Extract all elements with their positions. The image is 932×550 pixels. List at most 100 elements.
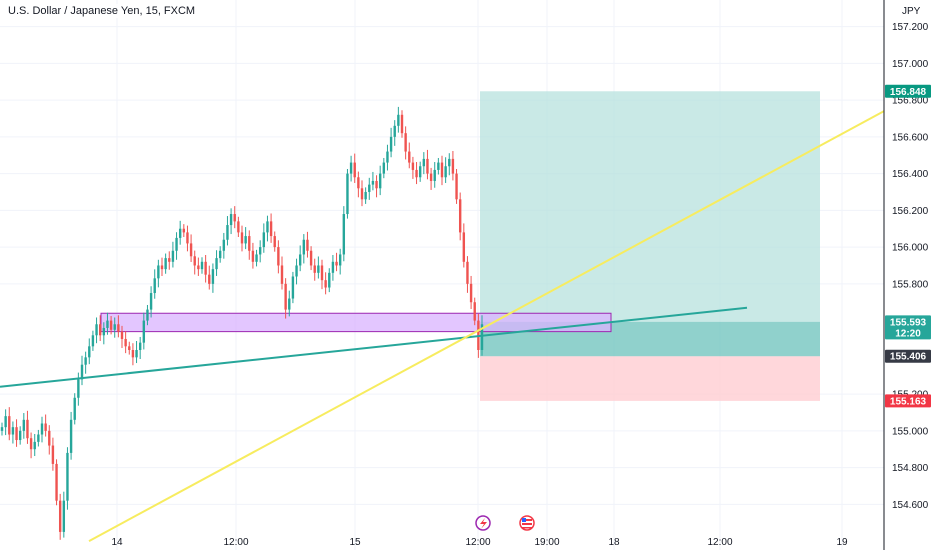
demand-zone-rectangle[interactable] <box>100 312 612 333</box>
candle <box>338 248 342 275</box>
candle-body <box>324 280 327 288</box>
candle <box>455 169 458 204</box>
flash-event-icon[interactable] <box>475 515 491 531</box>
candle-body <box>182 228 186 233</box>
candle <box>33 433 36 457</box>
candle-body <box>88 346 91 358</box>
candle <box>55 459 58 506</box>
candle <box>66 447 69 510</box>
candle-body <box>262 232 266 248</box>
candle-body <box>84 357 87 365</box>
candle-body <box>4 416 7 428</box>
candle-body <box>120 331 124 339</box>
candle <box>386 144 389 171</box>
candle-body <box>117 324 120 332</box>
candle <box>106 312 109 335</box>
candle <box>473 297 476 326</box>
candle-body <box>397 114 400 126</box>
candle-body <box>375 180 378 189</box>
candle <box>262 223 266 253</box>
candle <box>168 251 171 270</box>
candle-body <box>178 228 182 238</box>
candle-body <box>226 225 229 240</box>
candle-body <box>106 320 109 328</box>
time-axis[interactable]: 14 12:00 15 12:00 19:00 18 12:00 19 <box>111 537 848 548</box>
candle <box>211 263 215 293</box>
trendlines[interactable] <box>0 110 885 542</box>
candle-body <box>429 173 433 181</box>
time-tick-label: 19 <box>836 537 848 548</box>
price-tag-entry: 155.406 <box>885 349 931 363</box>
candle-body <box>480 324 484 350</box>
candle-body <box>433 169 436 181</box>
candle <box>444 157 447 183</box>
candle-body <box>15 427 18 441</box>
candle-body <box>448 158 451 167</box>
candle <box>466 256 469 293</box>
candle <box>248 230 251 260</box>
candle-body <box>353 162 356 178</box>
candle <box>269 213 273 243</box>
us-flag-event-icon[interactable] <box>519 515 535 531</box>
candle <box>22 413 26 439</box>
candle <box>426 149 429 180</box>
candle <box>135 340 138 364</box>
candle-body <box>73 397 76 420</box>
candle-body <box>437 162 440 170</box>
candle <box>244 227 247 250</box>
candle <box>469 275 473 310</box>
candle <box>397 106 400 133</box>
candle <box>186 225 189 252</box>
candle-body <box>62 500 66 532</box>
candle <box>328 268 331 293</box>
price-tag-bg <box>885 84 931 98</box>
candle <box>124 331 127 354</box>
candle <box>320 259 324 290</box>
candle-body <box>280 265 284 284</box>
candle <box>222 232 226 259</box>
candle <box>458 192 462 241</box>
green-trendline[interactable] <box>0 306 748 388</box>
candle <box>164 253 167 274</box>
candle-body <box>440 162 444 178</box>
candle-body <box>218 250 222 259</box>
price-tick-label: 156.600 <box>892 132 929 143</box>
yellow-trendline[interactable] <box>88 110 885 542</box>
candle <box>382 157 386 179</box>
price-tick-label: 154.600 <box>892 500 929 511</box>
candle-body <box>291 276 295 299</box>
candle <box>182 224 186 237</box>
candle-body <box>229 214 233 226</box>
candle <box>393 120 396 146</box>
candle <box>433 162 436 188</box>
candle <box>8 407 11 441</box>
price-tick-label: 155.800 <box>892 279 929 290</box>
candle <box>353 153 356 183</box>
candle <box>364 187 367 204</box>
candle-body <box>306 239 309 251</box>
candle <box>335 252 338 272</box>
candle-body <box>26 419 29 439</box>
candle-body <box>222 239 226 251</box>
candle <box>437 157 440 175</box>
candle <box>113 317 116 338</box>
price-tag-bg <box>885 315 931 340</box>
candle-body <box>37 434 40 442</box>
candle-body <box>386 151 389 163</box>
candle-body <box>389 136 393 152</box>
candle <box>360 180 364 207</box>
price-tick-label: 157.200 <box>892 22 929 33</box>
candle-body <box>29 438 33 450</box>
price-tick-label: 155.000 <box>892 426 929 437</box>
position-zones[interactable] <box>100 91 820 401</box>
take-profit-zone[interactable] <box>480 91 820 357</box>
candle-body <box>189 243 193 257</box>
candle <box>175 232 178 260</box>
candle <box>157 259 160 288</box>
candles <box>0 106 484 540</box>
candle <box>415 162 418 185</box>
candle <box>204 255 207 283</box>
stop-loss-zone[interactable] <box>480 356 820 401</box>
candle-body <box>462 232 466 262</box>
